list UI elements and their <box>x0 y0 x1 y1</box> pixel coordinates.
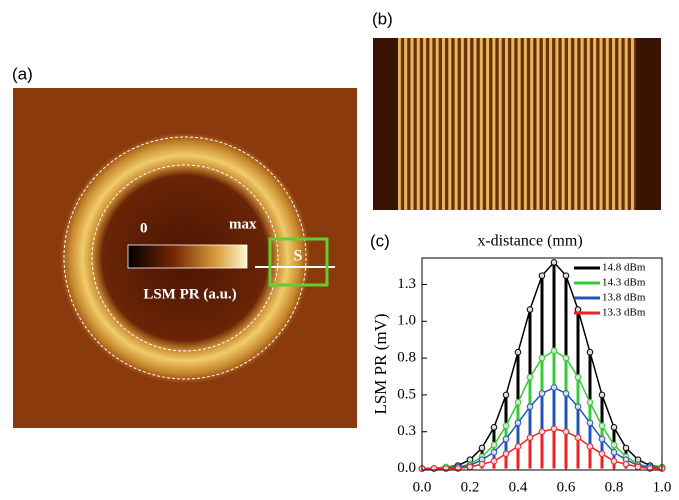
data-point <box>598 450 606 458</box>
data-point <box>586 398 594 406</box>
data-point <box>574 373 582 381</box>
data-point <box>550 259 558 266</box>
data-point <box>502 435 510 443</box>
data-point <box>622 460 630 468</box>
legend-label: 13.8 dBm <box>602 292 646 304</box>
y-axis-label: LSM PR (mV) <box>371 313 390 414</box>
data-point <box>634 463 642 471</box>
data-point <box>610 457 618 465</box>
data-point <box>586 419 594 427</box>
region-label: S <box>294 248 303 265</box>
data-point <box>490 449 498 456</box>
data-point <box>502 422 510 430</box>
x-tick-label: 0.8 <box>605 479 624 495</box>
data-point <box>526 306 534 313</box>
data-point <box>502 391 510 399</box>
data-point <box>550 347 558 355</box>
data-point <box>598 435 606 443</box>
data-point <box>466 463 474 471</box>
plot-frame <box>421 257 663 471</box>
legend-label: 14.8 dBm <box>602 262 646 274</box>
stripe-band <box>398 38 636 210</box>
data-point <box>562 272 570 279</box>
data-point <box>610 449 618 456</box>
y-tick-label: 1.3 <box>397 276 416 292</box>
data-point <box>550 384 558 391</box>
x-tick-label: 0.0 <box>413 479 432 495</box>
colorbar-max: max <box>229 216 257 232</box>
colorbar-label: LSM PR (a.u.) <box>143 286 236 302</box>
data-point <box>490 457 498 465</box>
inner-dashed-circle <box>91 164 279 352</box>
data-point <box>490 441 498 449</box>
data-point <box>514 398 522 406</box>
data-point <box>538 428 546 436</box>
y-tick-label: 0.5 <box>397 386 416 402</box>
data-point <box>586 443 594 450</box>
panel-label: (b) <box>372 9 393 28</box>
data-point <box>502 450 510 458</box>
x-tick-label: 0.6 <box>557 479 576 495</box>
y-tick-label: 0.8 <box>397 350 416 366</box>
plot: 0.0 0.3 0.5 0.8 1.0 1.3 0.0 0.2 0.4 0.6 0.8 1.0 14.8… <box>397 259 672 495</box>
data-point <box>562 390 570 397</box>
data-point <box>514 443 522 450</box>
data-point <box>598 422 606 430</box>
colorbar-min: 0 <box>140 220 148 236</box>
y-tick-label: 0.0 <box>397 460 416 476</box>
data-point <box>550 425 558 433</box>
panel-label: (c) <box>370 231 390 250</box>
data-point <box>490 424 498 431</box>
data-point <box>610 424 618 431</box>
data-point <box>526 434 534 441</box>
data-point <box>538 390 546 397</box>
data-point <box>562 354 570 362</box>
legend-label: 13.3 dBm <box>602 307 646 319</box>
data-point <box>574 434 582 441</box>
data-point <box>610 441 618 449</box>
data-point <box>538 354 546 362</box>
data-point <box>478 460 486 468</box>
data-point <box>514 419 522 427</box>
y-tick-label: 0.3 <box>397 423 416 439</box>
x-tick-label: 0.2 <box>461 479 480 495</box>
data-point <box>586 348 594 356</box>
data-point <box>514 348 522 356</box>
y-tick-label: 1.0 <box>397 313 416 329</box>
legend-label: 14.3 dBm <box>602 277 646 289</box>
data-point <box>622 444 630 452</box>
data-point <box>574 306 582 313</box>
data-point <box>598 391 606 399</box>
colorbar <box>127 244 248 269</box>
data-point <box>478 444 486 452</box>
data-point <box>574 403 582 410</box>
x-tick-label: 0.4 <box>509 479 528 495</box>
data-point <box>562 428 570 436</box>
chart-title: x-distance (mm) <box>477 233 582 250</box>
data-point <box>538 272 546 279</box>
x-tick-label: 1.0 <box>653 479 672 495</box>
panel-label: (a) <box>12 64 33 83</box>
outer-dashed-circle <box>63 136 307 380</box>
data-point <box>526 403 534 410</box>
region-box <box>268 237 329 287</box>
data-point <box>526 373 534 381</box>
